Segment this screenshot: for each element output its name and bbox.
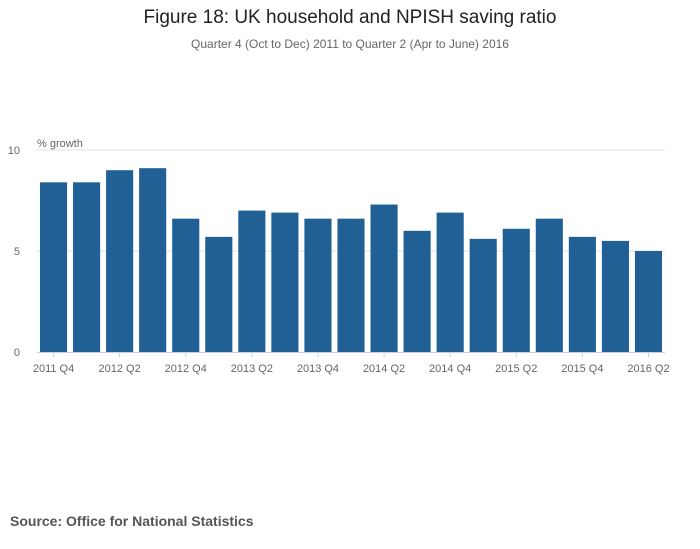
bar-2013-Q4 [304,218,332,352]
bar-2012-Q2 [106,170,134,352]
bar-2013-Q3 [271,212,299,352]
bar-2014-Q2 [370,204,398,352]
y-tick-label: 10 [8,145,20,157]
bar-2016-Q1 [601,240,629,352]
x-tick-label: 2015 Q2 [495,363,537,375]
x-tick-label: 2012 Q4 [165,363,207,375]
bar-2014-Q3 [403,230,431,352]
bar-2014-Q4 [436,212,464,352]
y-axis-label: % growth [37,138,83,150]
y-tick-label: 0 [14,347,20,359]
source-note: Source: Office for National Statistics [10,513,254,529]
bar-2015-Q4 [568,236,596,352]
bar-2015-Q1 [469,238,497,352]
chart-subtitle: Quarter 4 (Oct to Dec) 2011 to Quarter 2… [191,37,509,51]
bar-chart: 0 5 10 % growth 2011 Q4 2012 Q2 2012 Q4 2013 Q2… [8,138,670,375]
x-tick-label: 2012 Q2 [99,363,141,375]
y-tick-label: 5 [14,246,20,258]
bar-2015-Q2 [502,228,530,352]
bar-2013-Q1 [205,236,233,352]
chart-title: Figure 18: UK household and NPISH saving… [143,7,557,28]
bar-2013-Q2 [238,210,266,352]
bar-2012-Q3 [139,168,167,352]
x-tick-label: 2014 Q4 [429,363,471,375]
x-tick-label: 2016 Q2 [627,363,669,375]
x-tick-label: 2015 Q4 [561,363,603,375]
bar-2012-Q1 [73,182,101,352]
x-tick-label: 2011 Q4 [33,363,74,375]
x-tick-label: 2013 Q2 [231,363,273,375]
bar-2014-Q1 [337,218,365,352]
x-tick-label: 2013 Q4 [297,363,339,375]
bar-2015-Q3 [535,218,563,352]
bar-2012-Q4 [172,218,200,352]
bar-2011-Q4 [39,182,68,352]
bar-2016-Q2 [634,251,663,352]
x-tick-label: 2014 Q2 [363,363,405,375]
